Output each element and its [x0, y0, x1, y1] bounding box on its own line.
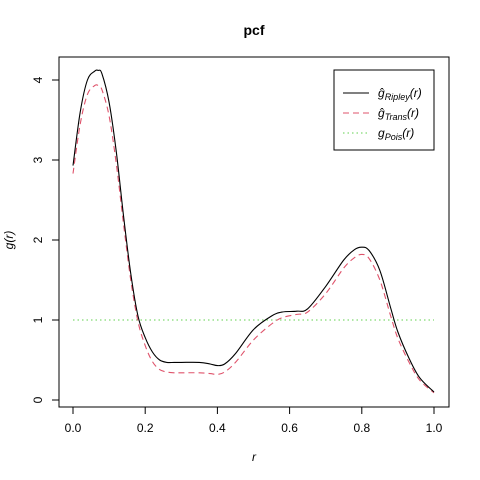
- x-axis-label: r: [252, 450, 257, 464]
- x-tick-label: 0.0: [65, 421, 82, 435]
- x-tick-label: 0.4: [209, 421, 226, 435]
- y-tick-label: 2: [31, 236, 45, 243]
- series-line-ripley: [72, 69, 435, 393]
- y-tick-label: 0: [31, 396, 45, 403]
- chart-title: pcf: [244, 22, 265, 38]
- x-tick-label: 0.8: [353, 421, 370, 435]
- x-tick-label: 1.0: [426, 421, 443, 435]
- y-axis: 0 1 2 3 4: [31, 76, 60, 403]
- x-tick-label: 0.6: [281, 421, 298, 435]
- series-layer: [72, 69, 435, 394]
- x-axis: 0.0 0.2 0.4 0.6 0.8 1.0: [65, 406, 443, 435]
- y-tick-label: 4: [31, 76, 45, 83]
- legend-entry-pois: gPois(r): [378, 126, 414, 142]
- series-line-trans: [72, 84, 435, 394]
- legend-entry-trans: ĝTrans(r): [378, 106, 419, 122]
- y-tick-label: 1: [31, 316, 45, 323]
- legend-entry-ripley: ĝRipley(r): [378, 86, 422, 102]
- x-tick-label: 0.2: [137, 421, 154, 435]
- legend: ĝRipley(r) ĝTrans(r) gPois(r): [333, 69, 435, 151]
- y-tick-label: 3: [31, 156, 45, 163]
- legend-box: [333, 69, 435, 151]
- y-axis-label: g(r): [2, 231, 16, 250]
